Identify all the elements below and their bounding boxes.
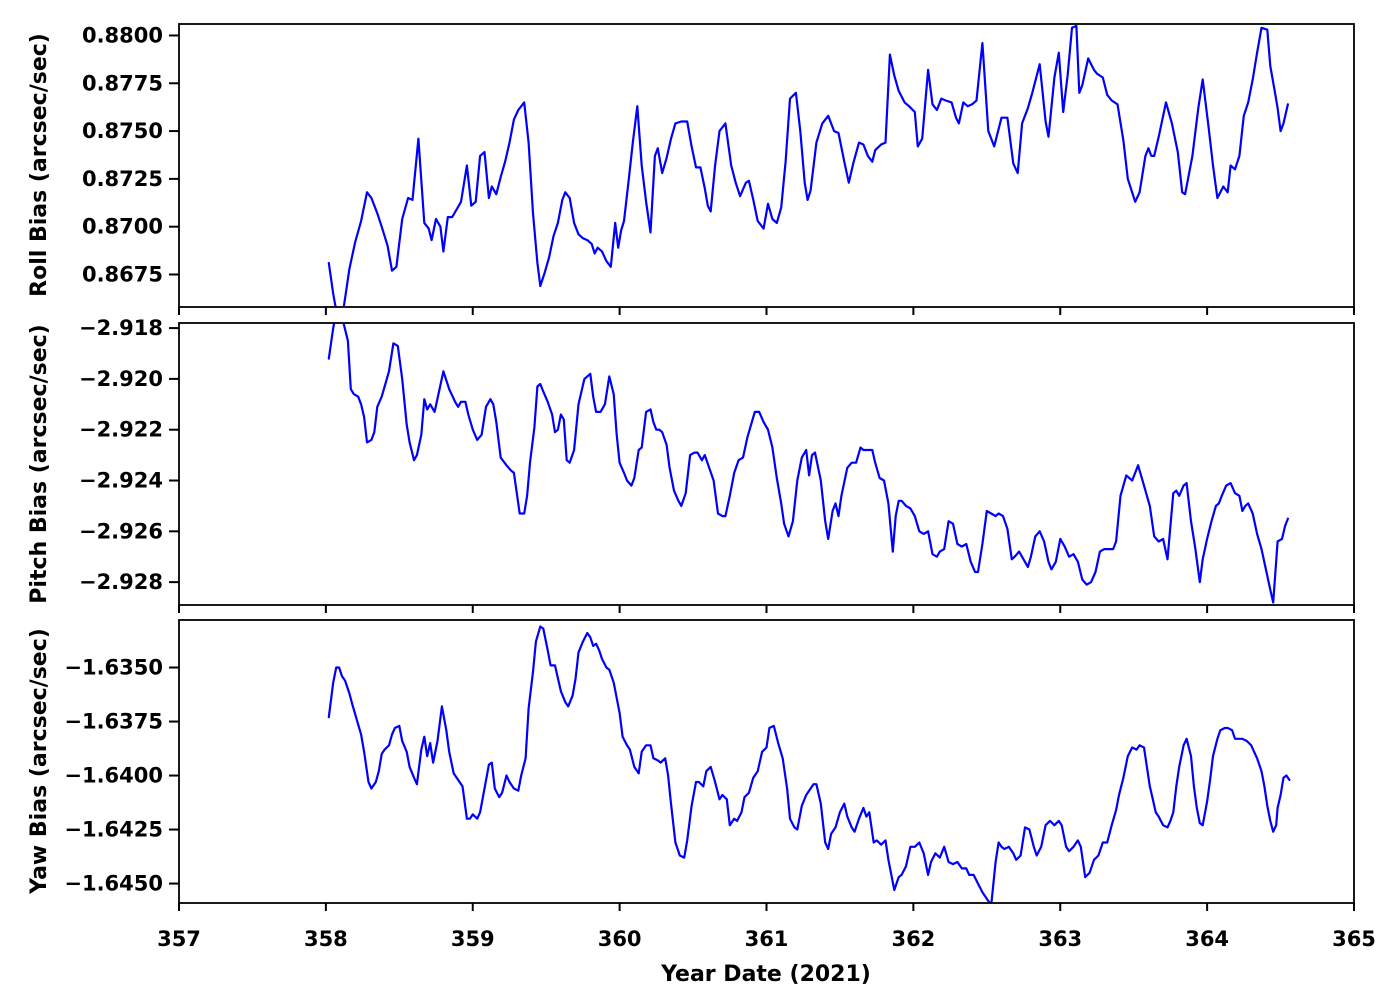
- yaw-y-axis-label: Yaw Bias (arcsec/sec): [27, 628, 52, 895]
- pitch-y-tick-label: −2.928: [79, 570, 163, 594]
- x-axis-label: Year Date (2021): [660, 962, 871, 987]
- yaw-spines: [178, 619, 1355, 904]
- roll-spines: [178, 23, 1355, 308]
- pitch-y-tick-label: −2.922: [79, 418, 163, 442]
- yaw-panel: −1.6350 −1.6375 −1.6400 −1.6425 −1.6450 357 35…: [64, 619, 1376, 951]
- pitch-panel: −2.918 −2.920 −2.922 −2.924 −2.926 −2.928: [79, 316, 1355, 613]
- pitch-series-line: [327, 323, 1290, 604]
- panels-group: 0.8800 0.8775 0.8750 0.8725 0.8700 0.8675 −2.9…: [64, 23, 1376, 951]
- x-tick-label: 359: [451, 927, 495, 951]
- roll-y-tick-label: 0.8700: [82, 215, 163, 239]
- roll-y-tick-label: 0.8775: [82, 71, 163, 95]
- pitch-y-tick-label: −2.920: [79, 367, 163, 391]
- x-tick-label: 364: [1185, 927, 1229, 951]
- x-tick-label: 362: [891, 927, 935, 951]
- roll-y-tick-label: 0.8725: [82, 167, 163, 191]
- roll-y-axis-label: Roll Bias (arcsec/sec): [27, 33, 52, 297]
- yaw-y-tick-label: −1.6350: [64, 656, 163, 680]
- x-tick-label: 357: [157, 927, 201, 951]
- pitch-y-tick-label: −2.926: [79, 519, 163, 543]
- yaw-y-tick-label: −1.6425: [64, 818, 163, 842]
- pitch-spines: [178, 322, 1355, 606]
- pitch-y-tick-label: −2.924: [79, 469, 163, 493]
- roll-y-tick-label: 0.8750: [82, 119, 163, 143]
- roll-y-tick-label: 0.8675: [82, 262, 163, 286]
- yaw-y-tick-label: −1.6375: [64, 710, 163, 734]
- roll-panel: 0.8800 0.8775 0.8750 0.8725 0.8700 0.8675: [82, 23, 1355, 315]
- x-tick-label: 358: [304, 927, 348, 951]
- x-tick-label: 365: [1332, 927, 1376, 951]
- yaw-y-tick-label: −1.6400: [64, 764, 163, 788]
- roll-series-line: [327, 24, 1290, 307]
- x-tick-label: 363: [1038, 927, 1082, 951]
- pitch-y-axis-label: Pitch Bias (arcsec/sec): [27, 324, 52, 603]
- roll-y-tick-label: 0.8800: [82, 23, 163, 47]
- yaw-series-line: [327, 625, 1291, 903]
- yaw-y-tick-label: −1.6450: [64, 872, 163, 896]
- x-tick-label: 361: [745, 927, 789, 951]
- x-tick-label: 360: [598, 927, 642, 951]
- pitch-y-tick-label: −2.918: [79, 316, 163, 340]
